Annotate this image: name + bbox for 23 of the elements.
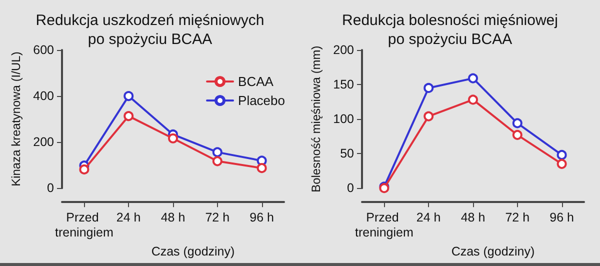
y-tick-label: 400 [33, 89, 54, 104]
x-tick-label: 24 h [116, 210, 141, 225]
y-tick-label: 0 [47, 181, 54, 196]
x-tick-label: 96 h [550, 210, 574, 225]
legend-label: Placebo [238, 93, 286, 108]
x-tick-label: Przed treningiem [355, 210, 414, 240]
x-tick-label: 48 h [160, 210, 186, 225]
x-tick-label: 96 h [250, 210, 274, 225]
x-tick-label: 72 h [205, 210, 230, 225]
x-tick-label: 48 h [460, 210, 486, 225]
y-tick-label: 100 [333, 112, 354, 126]
y-axis-title: Kinaza kreatynowa (I/UL) [9, 52, 23, 186]
y-tick-label: 150 [333, 78, 354, 92]
x-axis-title: Czas (godziny) [451, 244, 535, 258]
x-tick-label: 24 h [416, 210, 441, 225]
y-tick-label: 0 [347, 181, 354, 196]
legend-label: BCAA [238, 74, 274, 89]
x-axis-title: Czas (godziny) [151, 244, 235, 258]
x-tick-label: Przed treningiem [55, 210, 114, 240]
y-tick-label: 50 [340, 146, 354, 161]
y-tick-label: 200 [33, 135, 54, 150]
y-axis-title: Bolesność mięśniowa (mm) [309, 46, 323, 192]
x-tick-label: 72 h [505, 210, 530, 225]
